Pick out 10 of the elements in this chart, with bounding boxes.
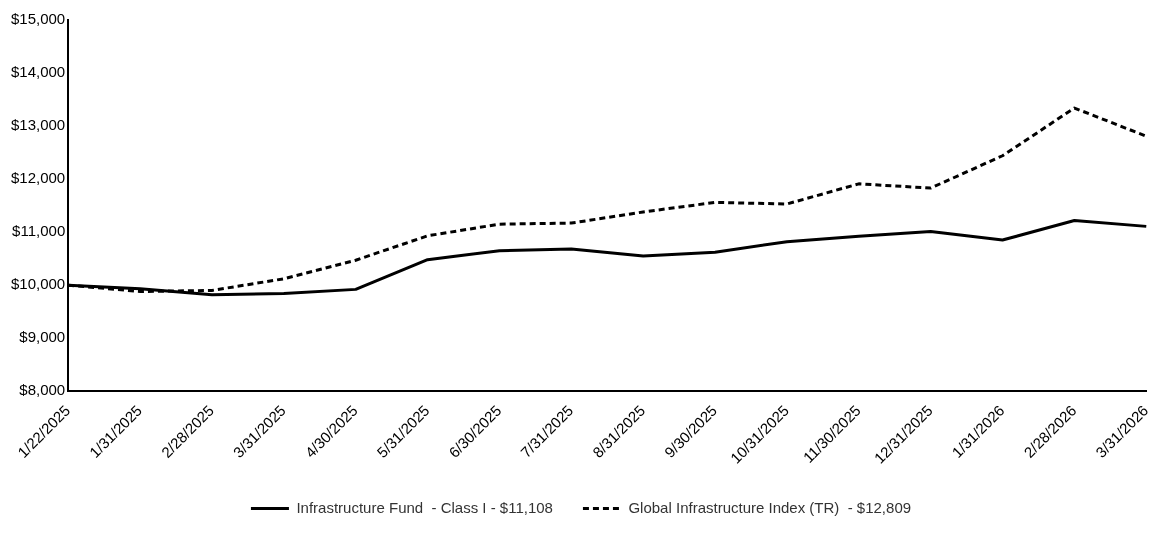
y-tick-label: $14,000 (10, 63, 66, 81)
y-tick-label: $11,000 (12, 222, 66, 240)
y-tick-label: $15,000 (10, 10, 66, 28)
y-tick-label: $13,000 (10, 116, 66, 134)
y-tick-label: $9,000 (19, 328, 66, 346)
legend-label: Global Infrastructure Index (TR) - $12,809 (628, 498, 912, 516)
y-tick-label: $10,000 (10, 275, 66, 293)
legend-label: Infrastructure Fund - Class I - $11,108 (296, 498, 553, 516)
y-tick-label: $12,000 (10, 169, 66, 187)
y-tick-label: $8,000 (19, 381, 66, 399)
